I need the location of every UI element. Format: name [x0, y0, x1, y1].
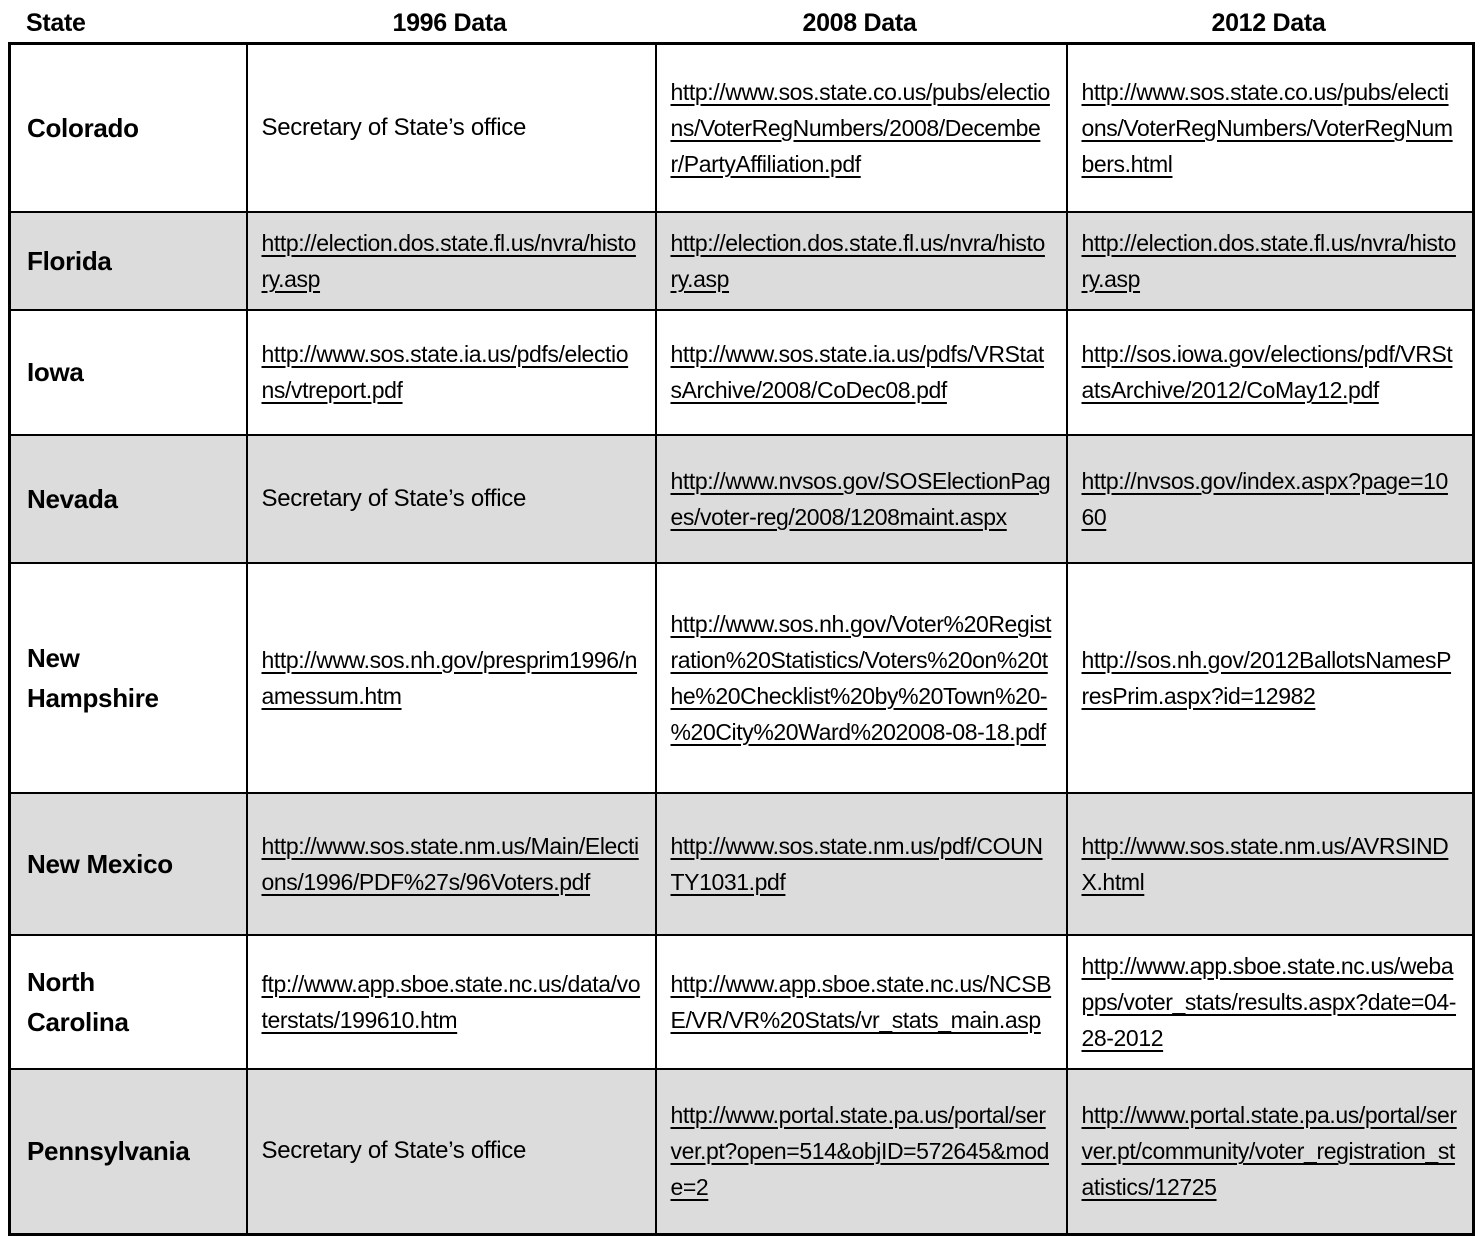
column-header-2008: 2008 Data	[802, 8, 917, 37]
column-headers: State 1996 Data 2008 Data 2012 Data	[8, 4, 1472, 42]
data-cell: http://www.app.sboe.state.nc.us/NCSBE/VR…	[654, 933, 1068, 1070]
data-cell: Secretary of State’s office	[245, 433, 657, 564]
data-cell: http://www.sos.state.ia.us/pdfs/VRStatsA…	[654, 308, 1068, 436]
table-row: Colorado Secretary of State’s office http:…	[8, 42, 1475, 213]
data-sources-table-page: State 1996 Data 2008 Data 2012 Data Colo…	[8, 0, 1475, 1236]
source-url-link[interactable]: http://sos.iowa.gov/elections/pdf/VRStat…	[1081, 341, 1453, 403]
data-cell: http://sos.nh.gov/2012BallotsNamesPresPr…	[1065, 561, 1475, 794]
table-row: North Carolina ftp://www.app.sboe.state.n…	[8, 933, 1475, 1070]
data-cell: http://www.portal.state.pa.us/portal/ser…	[1065, 1067, 1475, 1236]
source-url-link[interactable]: http://www.sos.state.nm.us/AVRSINDX.html	[1081, 832, 1449, 895]
source-url-link[interactable]: http://www.sos.state.nm.us/pdf/COUNTY103…	[670, 832, 1043, 895]
table-row: New Mexico http://www.sos.state.nm.us/Mai…	[8, 791, 1475, 936]
source-url-link[interactable]: http://election.dos.state.fl.us/nvra/his…	[670, 229, 1046, 292]
data-cell: Secretary of State’s office	[245, 1067, 657, 1236]
table-row: Florida http://election.dos.state.fl.us/n…	[8, 210, 1475, 311]
source-url-link[interactable]: http://www.sos.state.ia.us/pdfs/VRStatsA…	[670, 341, 1045, 403]
data-cell: http://www.nvsos.gov/SOSElectionPages/vo…	[654, 433, 1068, 564]
source-url-link[interactable]: http://www.sos.state.co.us/pubs/election…	[670, 78, 1051, 177]
office-source-text: Secretary of State’s office	[261, 1137, 527, 1165]
source-url-link[interactable]: http://www.portal.state.pa.us/portal/ser…	[670, 1102, 1050, 1201]
data-cell: http://sos.iowa.gov/elections/pdf/VRStat…	[1065, 308, 1475, 436]
source-url-link[interactable]: http://nvsos.gov/index.aspx?page=1060	[1081, 467, 1449, 530]
table-row: Nevada Secretary of State’s office http://…	[8, 433, 1475, 564]
state-name: New Hampshire	[8, 561, 248, 794]
source-url-link[interactable]: http://www.sos.nh.gov/Voter%20Registrati…	[670, 610, 1052, 745]
source-url-link[interactable]: http://www.sos.state.co.us/pubs/election…	[1081, 78, 1454, 177]
data-cell: http://www.sos.state.nm.us/pdf/COUNTY103…	[654, 791, 1068, 936]
source-url-link[interactable]: http://www.app.sboe.state.nc.us/NCSBE/VR…	[670, 970, 1052, 1033]
data-cell: http://www.app.sboe.state.nc.us/webapps/…	[1065, 933, 1475, 1070]
source-url-link[interactable]: http://www.portal.state.pa.us/portal/ser…	[1081, 1102, 1458, 1201]
data-cell: http://election.dos.state.fl.us/nvra/his…	[245, 210, 657, 311]
data-cell: http://www.portal.state.pa.us/portal/ser…	[654, 1067, 1068, 1236]
table-row: Iowa http://www.sos.state.ia.us/pdfs/elec…	[8, 308, 1475, 436]
table-body: Colorado Secretary of State’s office http:…	[8, 42, 1475, 1236]
data-cell: http://www.sos.state.co.us/pubs/election…	[1065, 42, 1475, 213]
data-cell: http://www.sos.state.ia.us/pdfs/election…	[245, 308, 657, 436]
source-url-link[interactable]: ftp://www.app.sboe.state.nc.us/data/vote…	[261, 970, 641, 1033]
column-header-1996: 1996 Data	[392, 8, 507, 37]
source-url-link[interactable]: http://sos.nh.gov/2012BallotsNamesPresPr…	[1081, 646, 1452, 709]
state-name: Colorado	[8, 42, 248, 213]
table-row: Pennsylvania Secretary of State’s office h…	[8, 1067, 1475, 1236]
table-row: New Hampshire http://www.sos.nh.gov/presp…	[8, 561, 1475, 794]
state-name: Florida	[8, 210, 248, 311]
data-cell: Secretary of State’s office	[245, 42, 657, 213]
office-source-text: Secretary of State’s office	[261, 484, 527, 512]
data-cell: http://www.sos.nh.gov/presprim1996/names…	[245, 561, 657, 794]
source-url-link[interactable]: http://www.sos.state.nm.us/Main/Election…	[261, 832, 640, 895]
source-url-link[interactable]: http://www.app.sboe.state.nc.us/webapps/…	[1081, 952, 1457, 1051]
column-header-2012: 2012 Data	[1211, 8, 1326, 37]
source-url-link[interactable]: http://www.nvsos.gov/SOSElectionPages/vo…	[670, 467, 1051, 530]
source-url-link[interactable]: http://www.sos.nh.gov/presprim1996/names…	[261, 646, 638, 709]
data-cell: http://www.sos.state.co.us/pubs/election…	[654, 42, 1068, 213]
state-name: North Carolina	[8, 933, 248, 1070]
state-name: New Mexico	[8, 791, 248, 936]
voter-registration-sources-table: Colorado Secretary of State’s office http:…	[8, 42, 1475, 1236]
state-name: Iowa	[8, 308, 248, 436]
source-url-link[interactable]: http://election.dos.state.fl.us/nvra/his…	[1081, 229, 1457, 292]
office-source-text: Secretary of State’s office	[261, 113, 527, 141]
source-url-link[interactable]: http://www.sos.state.ia.us/pdfs/election…	[261, 341, 629, 403]
data-cell: http://nvsos.gov/index.aspx?page=1060	[1065, 433, 1475, 564]
data-cell: http://www.sos.nh.gov/Voter%20Registrati…	[654, 561, 1068, 794]
source-url-link[interactable]: http://election.dos.state.fl.us/nvra/his…	[261, 229, 637, 292]
data-cell: http://election.dos.state.fl.us/nvra/his…	[1065, 210, 1475, 311]
data-cell: ftp://www.app.sboe.state.nc.us/data/vote…	[245, 933, 657, 1070]
data-cell: http://www.sos.state.nm.us/AVRSINDX.html	[1065, 791, 1475, 936]
state-name: Nevada	[8, 433, 248, 564]
data-cell: http://election.dos.state.fl.us/nvra/his…	[654, 210, 1068, 311]
data-cell: http://www.sos.state.nm.us/Main/Election…	[245, 791, 657, 936]
column-header-state: State	[26, 8, 86, 37]
state-name: Pennsylvania	[8, 1067, 248, 1236]
